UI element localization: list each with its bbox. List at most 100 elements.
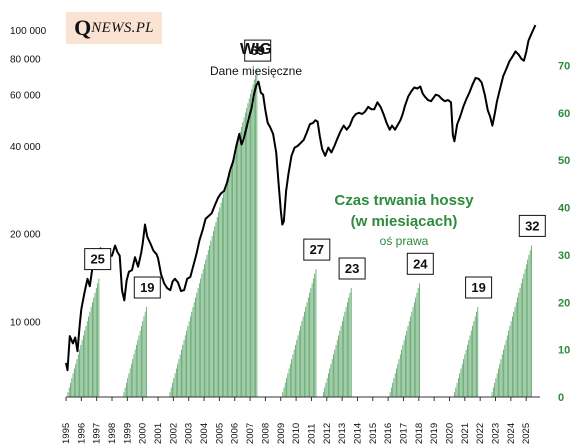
month-bar <box>123 392 125 397</box>
month-bar <box>405 335 406 397</box>
qnews-logo: Q NEWS.PL <box>66 12 162 44</box>
right-tick-label: 20 <box>558 297 570 309</box>
month-bar <box>476 311 477 397</box>
month-bar <box>195 297 196 397</box>
logo-text: NEWS.PL <box>91 19 154 36</box>
month-bar <box>98 278 100 397</box>
month-bar <box>218 212 219 397</box>
month-bar <box>336 340 338 397</box>
left-tick-label: 100 000 <box>10 26 47 37</box>
month-bar <box>531 245 532 397</box>
month-bar <box>204 264 205 397</box>
month-bar <box>83 335 84 397</box>
bull-market-6 <box>389 283 420 398</box>
month-bar <box>349 292 351 397</box>
month-bar <box>296 340 298 397</box>
month-bar <box>134 349 136 398</box>
month-bar <box>413 302 415 397</box>
month-bar <box>73 368 75 397</box>
month-bar <box>255 74 257 397</box>
month-bar <box>193 302 195 397</box>
month-bar <box>394 373 396 397</box>
month-bar <box>417 288 419 397</box>
month-bar <box>132 359 134 397</box>
right-tick-label: 50 <box>558 155 570 167</box>
duration-label: 32 <box>518 214 546 237</box>
month-bar <box>411 311 413 397</box>
right-tick-label: 10 <box>558 345 570 357</box>
month-bar <box>124 387 126 397</box>
month-bar <box>302 316 304 397</box>
month-bar <box>94 292 96 397</box>
month-bar <box>205 259 207 397</box>
month-bar <box>201 273 203 397</box>
x-tick-label: 2014 <box>352 423 363 444</box>
month-bar <box>473 321 475 397</box>
month-bar <box>407 325 409 397</box>
month-bar <box>408 321 410 397</box>
month-bar <box>127 378 129 397</box>
month-bar <box>211 235 213 397</box>
x-tick-label: 2001 <box>153 423 164 444</box>
month-bar <box>216 216 218 397</box>
month-bar <box>143 316 145 397</box>
month-bar <box>186 330 187 397</box>
month-bar <box>325 382 327 397</box>
month-bar <box>286 378 287 397</box>
chart-title: WIG <box>240 41 272 58</box>
month-bar <box>71 378 73 397</box>
month-bar <box>503 349 504 398</box>
month-bar <box>224 188 226 397</box>
month-bar <box>233 155 235 397</box>
month-bar <box>183 340 185 397</box>
x-tick-label: 2003 <box>184 423 195 444</box>
month-bar <box>243 117 245 398</box>
x-tick-label: 2013 <box>337 423 348 444</box>
month-bar <box>256 70 258 398</box>
month-bar <box>328 373 329 397</box>
right-axis-ticks: 0 10 20 30 40 50 60 70 <box>558 60 570 404</box>
month-bar <box>292 354 294 397</box>
bull-market-3 <box>169 70 258 398</box>
month-bar <box>86 321 88 397</box>
bull-market-bars <box>67 70 532 398</box>
month-bar <box>304 311 305 397</box>
x-tick-label: 2015 <box>368 423 379 444</box>
month-bar <box>79 349 80 398</box>
wig-line-layer <box>65 24 537 372</box>
x-tick-label: 2010 <box>291 423 302 444</box>
month-bar <box>200 278 202 397</box>
month-bar <box>239 131 241 397</box>
month-bar <box>334 349 336 398</box>
x-tick-label: 1998 <box>107 423 118 444</box>
month-bar <box>136 344 137 397</box>
month-bar <box>247 103 249 398</box>
bull-market-2 <box>123 306 147 398</box>
duration-value: 24 <box>413 256 428 271</box>
month-bar <box>326 378 328 397</box>
x-tick-label: 2007 <box>245 423 256 444</box>
month-bar <box>146 306 147 397</box>
wig-line <box>65 24 537 372</box>
month-bar <box>300 325 302 397</box>
month-bar <box>416 292 418 397</box>
logo-letter-q: Q <box>74 15 92 40</box>
month-bar <box>469 335 471 397</box>
month-bar <box>389 392 391 397</box>
month-bar <box>406 330 408 397</box>
month-bar <box>339 330 341 397</box>
month-bar <box>291 359 293 397</box>
month-bar <box>187 325 189 397</box>
month-bar <box>80 344 82 397</box>
month-bar <box>93 297 95 397</box>
month-bar <box>241 126 242 398</box>
month-bar <box>85 325 87 397</box>
bull-market-1 <box>67 278 100 398</box>
duration-box <box>244 39 272 62</box>
month-bar <box>95 288 97 397</box>
month-bar <box>295 344 296 397</box>
month-bar <box>500 359 502 397</box>
month-bar <box>284 382 286 397</box>
month-bar <box>393 378 395 397</box>
